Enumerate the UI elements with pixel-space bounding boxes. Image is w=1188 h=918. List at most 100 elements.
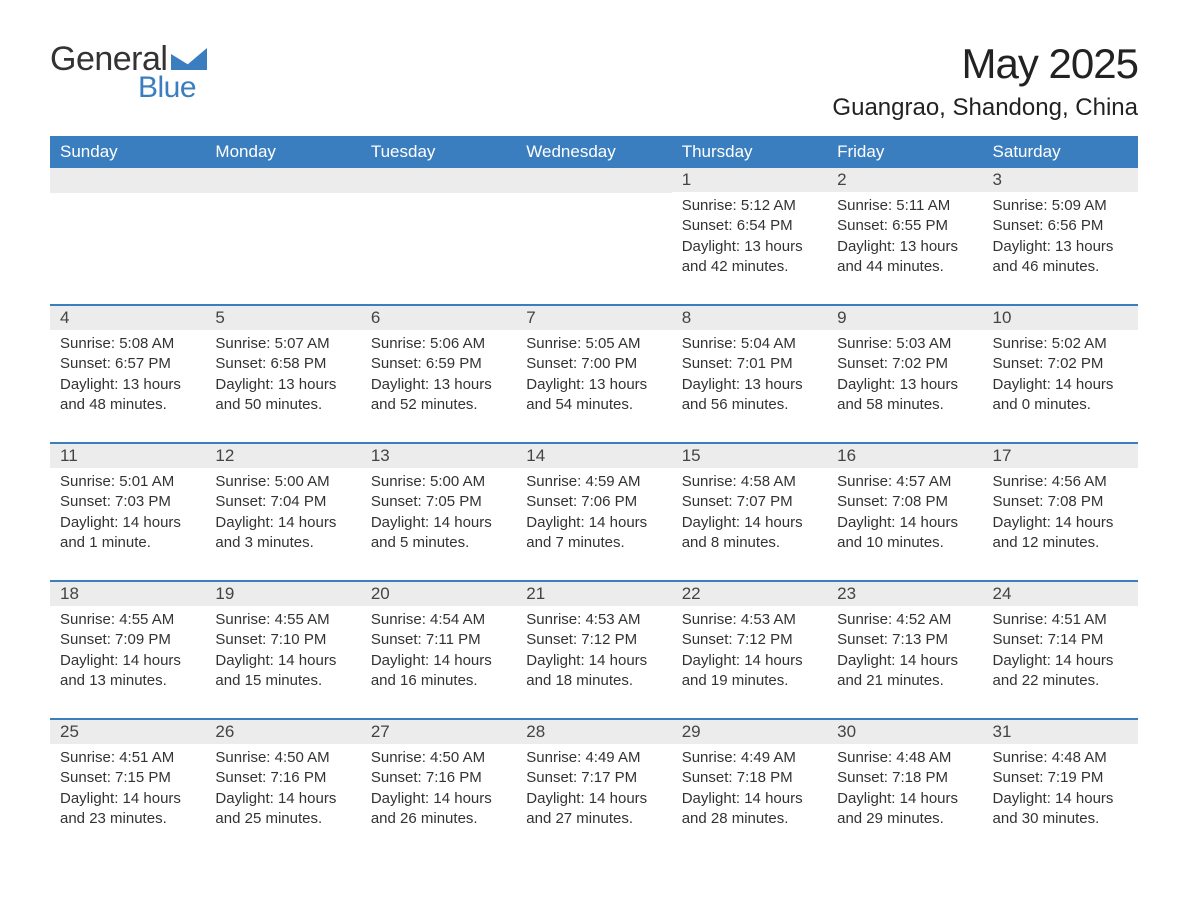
sunrise-line: Sunrise: 5:00 AM <box>371 472 506 492</box>
day-body: Sunrise: 5:07 AMSunset: 6:58 PMDaylight:… <box>205 330 360 415</box>
day-cell: 20Sunrise: 4:54 AMSunset: 7:11 PMDayligh… <box>361 582 516 692</box>
sunset-line: Sunset: 7:13 PM <box>837 630 972 650</box>
sunrise-line: Sunrise: 4:48 AM <box>837 748 972 768</box>
day-number: 27 <box>361 720 516 744</box>
sunrise-line: Sunrise: 4:48 AM <box>993 748 1128 768</box>
week-row: 25Sunrise: 4:51 AMSunset: 7:15 PMDayligh… <box>50 718 1138 830</box>
day-body: Sunrise: 4:57 AMSunset: 7:08 PMDaylight:… <box>827 468 982 553</box>
daylight-line: Daylight: 14 hours and 0 minutes. <box>993 375 1128 416</box>
day-cell: 15Sunrise: 4:58 AMSunset: 7:07 PMDayligh… <box>672 444 827 554</box>
sunrise-line: Sunrise: 5:07 AM <box>215 334 350 354</box>
day-body: Sunrise: 5:06 AMSunset: 6:59 PMDaylight:… <box>361 330 516 415</box>
day-body: Sunrise: 4:49 AMSunset: 7:17 PMDaylight:… <box>516 744 671 829</box>
day-body: Sunrise: 4:50 AMSunset: 7:16 PMDaylight:… <box>205 744 360 829</box>
sunset-line: Sunset: 7:11 PM <box>371 630 506 650</box>
dow-cell: Friday <box>827 136 982 168</box>
day-number: 9 <box>827 306 982 330</box>
day-body: Sunrise: 4:51 AMSunset: 7:14 PMDaylight:… <box>983 606 1138 691</box>
sunrise-line: Sunrise: 5:11 AM <box>837 196 972 216</box>
calendar: SundayMondayTuesdayWednesdayThursdayFrid… <box>50 136 1138 830</box>
logo: General Blue <box>50 40 207 105</box>
daylight-line: Daylight: 14 hours and 28 minutes. <box>682 789 817 830</box>
sunrise-line: Sunrise: 5:09 AM <box>993 196 1128 216</box>
sunset-line: Sunset: 6:57 PM <box>60 354 195 374</box>
day-number: 16 <box>827 444 982 468</box>
sunrise-line: Sunrise: 5:05 AM <box>526 334 661 354</box>
daylight-line: Daylight: 13 hours and 42 minutes. <box>682 237 817 278</box>
sunrise-line: Sunrise: 4:51 AM <box>60 748 195 768</box>
sunrise-line: Sunrise: 4:52 AM <box>837 610 972 630</box>
day-number: 25 <box>50 720 205 744</box>
sunset-line: Sunset: 6:56 PM <box>993 216 1128 236</box>
day-number: 1 <box>672 168 827 192</box>
day-body: Sunrise: 4:53 AMSunset: 7:12 PMDaylight:… <box>672 606 827 691</box>
daylight-line: Daylight: 14 hours and 10 minutes. <box>837 513 972 554</box>
day-body: Sunrise: 4:55 AMSunset: 7:10 PMDaylight:… <box>205 606 360 691</box>
day-body: Sunrise: 5:00 AMSunset: 7:04 PMDaylight:… <box>205 468 360 553</box>
days-of-week-header: SundayMondayTuesdayWednesdayThursdayFrid… <box>50 136 1138 168</box>
sunset-line: Sunset: 7:17 PM <box>526 768 661 788</box>
day-body: Sunrise: 5:05 AMSunset: 7:00 PMDaylight:… <box>516 330 671 415</box>
sunset-line: Sunset: 7:06 PM <box>526 492 661 512</box>
day-cell: 8Sunrise: 5:04 AMSunset: 7:01 PMDaylight… <box>672 306 827 416</box>
daylight-line: Daylight: 14 hours and 16 minutes. <box>371 651 506 692</box>
logo-triangle-icon <box>171 48 207 70</box>
daylight-line: Daylight: 14 hours and 23 minutes. <box>60 789 195 830</box>
sunset-line: Sunset: 6:58 PM <box>215 354 350 374</box>
daylight-line: Daylight: 14 hours and 30 minutes. <box>993 789 1128 830</box>
sunset-line: Sunset: 6:59 PM <box>371 354 506 374</box>
sunrise-line: Sunrise: 4:59 AM <box>526 472 661 492</box>
day-cell: 28Sunrise: 4:49 AMSunset: 7:17 PMDayligh… <box>516 720 671 830</box>
day-body: Sunrise: 4:56 AMSunset: 7:08 PMDaylight:… <box>983 468 1138 553</box>
day-cell: 24Sunrise: 4:51 AMSunset: 7:14 PMDayligh… <box>983 582 1138 692</box>
sunrise-line: Sunrise: 4:57 AM <box>837 472 972 492</box>
day-body: Sunrise: 5:01 AMSunset: 7:03 PMDaylight:… <box>50 468 205 553</box>
day-body: Sunrise: 5:04 AMSunset: 7:01 PMDaylight:… <box>672 330 827 415</box>
daylight-line: Daylight: 14 hours and 5 minutes. <box>371 513 506 554</box>
daylight-line: Daylight: 13 hours and 56 minutes. <box>682 375 817 416</box>
day-body: Sunrise: 5:08 AMSunset: 6:57 PMDaylight:… <box>50 330 205 415</box>
day-body: Sunrise: 4:53 AMSunset: 7:12 PMDaylight:… <box>516 606 671 691</box>
day-cell: 17Sunrise: 4:56 AMSunset: 7:08 PMDayligh… <box>983 444 1138 554</box>
day-cell: 18Sunrise: 4:55 AMSunset: 7:09 PMDayligh… <box>50 582 205 692</box>
daylight-line: Daylight: 14 hours and 3 minutes. <box>215 513 350 554</box>
daylight-line: Daylight: 14 hours and 29 minutes. <box>837 789 972 830</box>
day-number <box>516 168 671 193</box>
day-cell <box>516 168 671 278</box>
sunset-line: Sunset: 7:18 PM <box>837 768 972 788</box>
sunset-line: Sunset: 7:04 PM <box>215 492 350 512</box>
sunrise-line: Sunrise: 4:49 AM <box>682 748 817 768</box>
day-cell: 25Sunrise: 4:51 AMSunset: 7:15 PMDayligh… <box>50 720 205 830</box>
daylight-line: Daylight: 13 hours and 44 minutes. <box>837 237 972 278</box>
day-number: 11 <box>50 444 205 468</box>
sunset-line: Sunset: 7:01 PM <box>682 354 817 374</box>
day-body: Sunrise: 4:52 AMSunset: 7:13 PMDaylight:… <box>827 606 982 691</box>
sunrise-line: Sunrise: 4:55 AM <box>215 610 350 630</box>
day-cell: 16Sunrise: 4:57 AMSunset: 7:08 PMDayligh… <box>827 444 982 554</box>
day-cell: 6Sunrise: 5:06 AMSunset: 6:59 PMDaylight… <box>361 306 516 416</box>
dow-cell: Monday <box>205 136 360 168</box>
daylight-line: Daylight: 13 hours and 46 minutes. <box>993 237 1128 278</box>
day-number: 15 <box>672 444 827 468</box>
day-cell: 11Sunrise: 5:01 AMSunset: 7:03 PMDayligh… <box>50 444 205 554</box>
sunset-line: Sunset: 7:19 PM <box>993 768 1128 788</box>
day-number: 31 <box>983 720 1138 744</box>
sunrise-line: Sunrise: 5:03 AM <box>837 334 972 354</box>
day-cell <box>205 168 360 278</box>
day-body: Sunrise: 5:11 AMSunset: 6:55 PMDaylight:… <box>827 192 982 277</box>
day-number: 28 <box>516 720 671 744</box>
day-number <box>50 168 205 193</box>
daylight-line: Daylight: 14 hours and 12 minutes. <box>993 513 1128 554</box>
sunset-line: Sunset: 7:00 PM <box>526 354 661 374</box>
sunrise-line: Sunrise: 4:53 AM <box>682 610 817 630</box>
daylight-line: Daylight: 14 hours and 21 minutes. <box>837 651 972 692</box>
day-number: 8 <box>672 306 827 330</box>
daylight-line: Daylight: 13 hours and 50 minutes. <box>215 375 350 416</box>
daylight-line: Daylight: 14 hours and 25 minutes. <box>215 789 350 830</box>
day-number: 7 <box>516 306 671 330</box>
sunrise-line: Sunrise: 5:06 AM <box>371 334 506 354</box>
sunrise-line: Sunrise: 5:12 AM <box>682 196 817 216</box>
sunrise-line: Sunrise: 5:04 AM <box>682 334 817 354</box>
sunset-line: Sunset: 7:16 PM <box>371 768 506 788</box>
day-body: Sunrise: 4:48 AMSunset: 7:18 PMDaylight:… <box>827 744 982 829</box>
